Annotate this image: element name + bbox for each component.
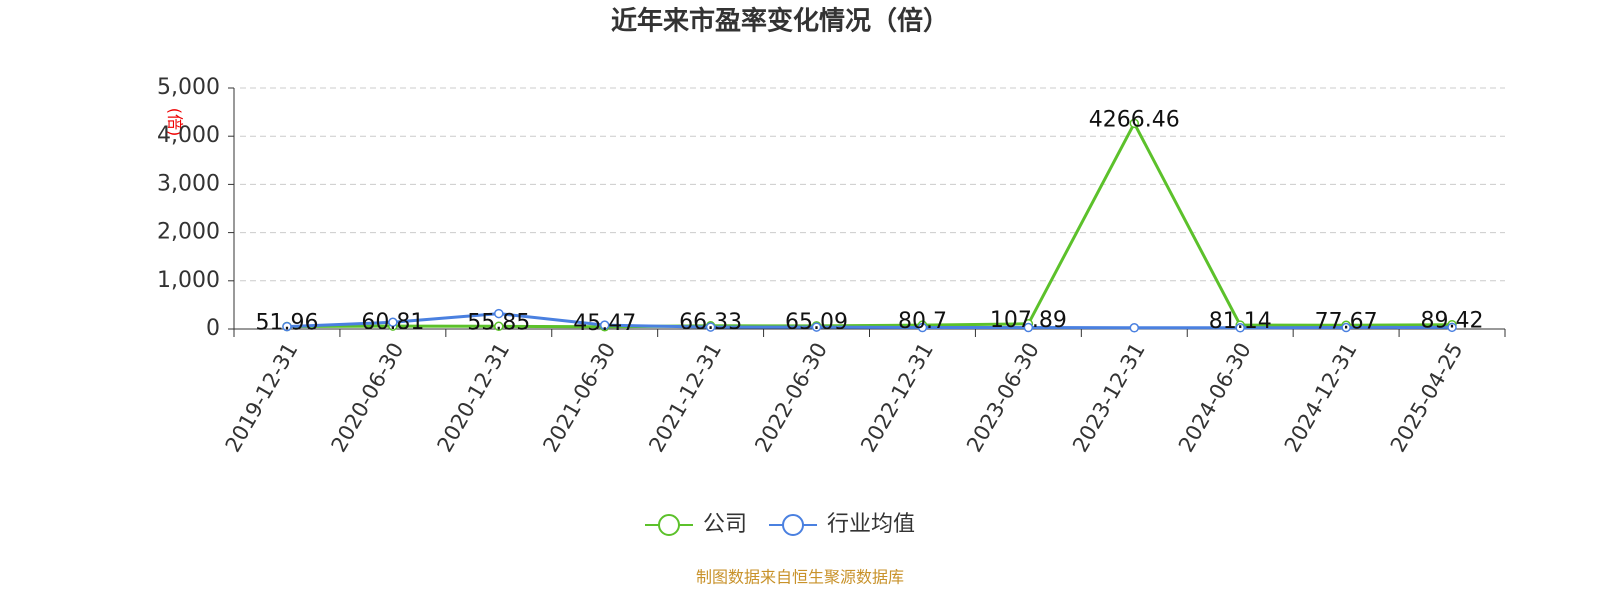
chart-title: 近年来市盈率变化情况（倍） [611, 6, 949, 37]
value-label: 45.47 [573, 311, 636, 336]
x-tick-label: 2021-12-31 [644, 339, 726, 457]
value-label: 107.89 [990, 308, 1067, 333]
value-label: 80.7 [898, 309, 947, 334]
value-label: 51.96 [255, 310, 318, 335]
value-label: 77.67 [1315, 309, 1378, 334]
value-label: 4266.46 [1089, 107, 1180, 132]
y-tick-label: 5,000 [157, 75, 220, 100]
data-point [1235, 323, 1245, 333]
y-tick-label: 3,000 [157, 171, 220, 196]
y-tick-label: 4,000 [157, 123, 220, 148]
value-label: 89.42 [1421, 309, 1484, 334]
data-point [388, 317, 398, 328]
legend-label: 公司 [703, 512, 747, 537]
legend-label: 行业均值 [827, 512, 915, 537]
x-tick-label: 2020-12-31 [433, 339, 515, 457]
data-point [1447, 322, 1457, 333]
data-point [811, 322, 822, 332]
value-label: 66.33 [679, 310, 742, 335]
data-point [1023, 322, 1034, 333]
y-tick-label: 0 [206, 316, 220, 341]
y-tick-label: 2,000 [157, 220, 220, 245]
data-point [1129, 323, 1140, 333]
value-label: 81.14 [1209, 309, 1272, 334]
line-series [286, 312, 1453, 330]
x-tick-label: 2023-12-31 [1068, 339, 1150, 457]
data-point [599, 320, 610, 330]
data-point [705, 322, 716, 332]
x-tick-label: 2022-06-30 [750, 339, 832, 457]
legend-marker [658, 514, 680, 536]
x-tick-label: 2025-04-25 [1386, 339, 1468, 457]
x-tick-label: 2022-12-31 [856, 339, 938, 457]
data-point [494, 308, 504, 319]
y-axis-label: (倍) [166, 108, 185, 137]
source-note: 制图数据来自恒生聚源数据库 [696, 568, 904, 587]
x-tick-label: 2021-06-30 [538, 339, 620, 457]
legend-marker [782, 514, 805, 536]
x-tick-label: 2020-06-30 [327, 339, 409, 457]
x-tick-label: 2023-06-30 [962, 339, 1044, 457]
value-label: 65.09 [785, 310, 848, 335]
data-point [917, 322, 928, 333]
line-series [286, 120, 1453, 329]
data-point [282, 321, 292, 332]
x-tick-label: 2024-06-30 [1174, 339, 1256, 457]
data-point [1129, 118, 1140, 129]
data-point [494, 321, 504, 332]
value-label: 55.85 [467, 310, 530, 335]
x-tick-label: 2019-12-31 [221, 339, 303, 457]
data-point [1341, 322, 1351, 333]
value-label: 60.81 [361, 310, 424, 335]
y-tick-label: 1,000 [157, 268, 220, 293]
x-tick-label: 2024-12-31 [1280, 339, 1362, 457]
